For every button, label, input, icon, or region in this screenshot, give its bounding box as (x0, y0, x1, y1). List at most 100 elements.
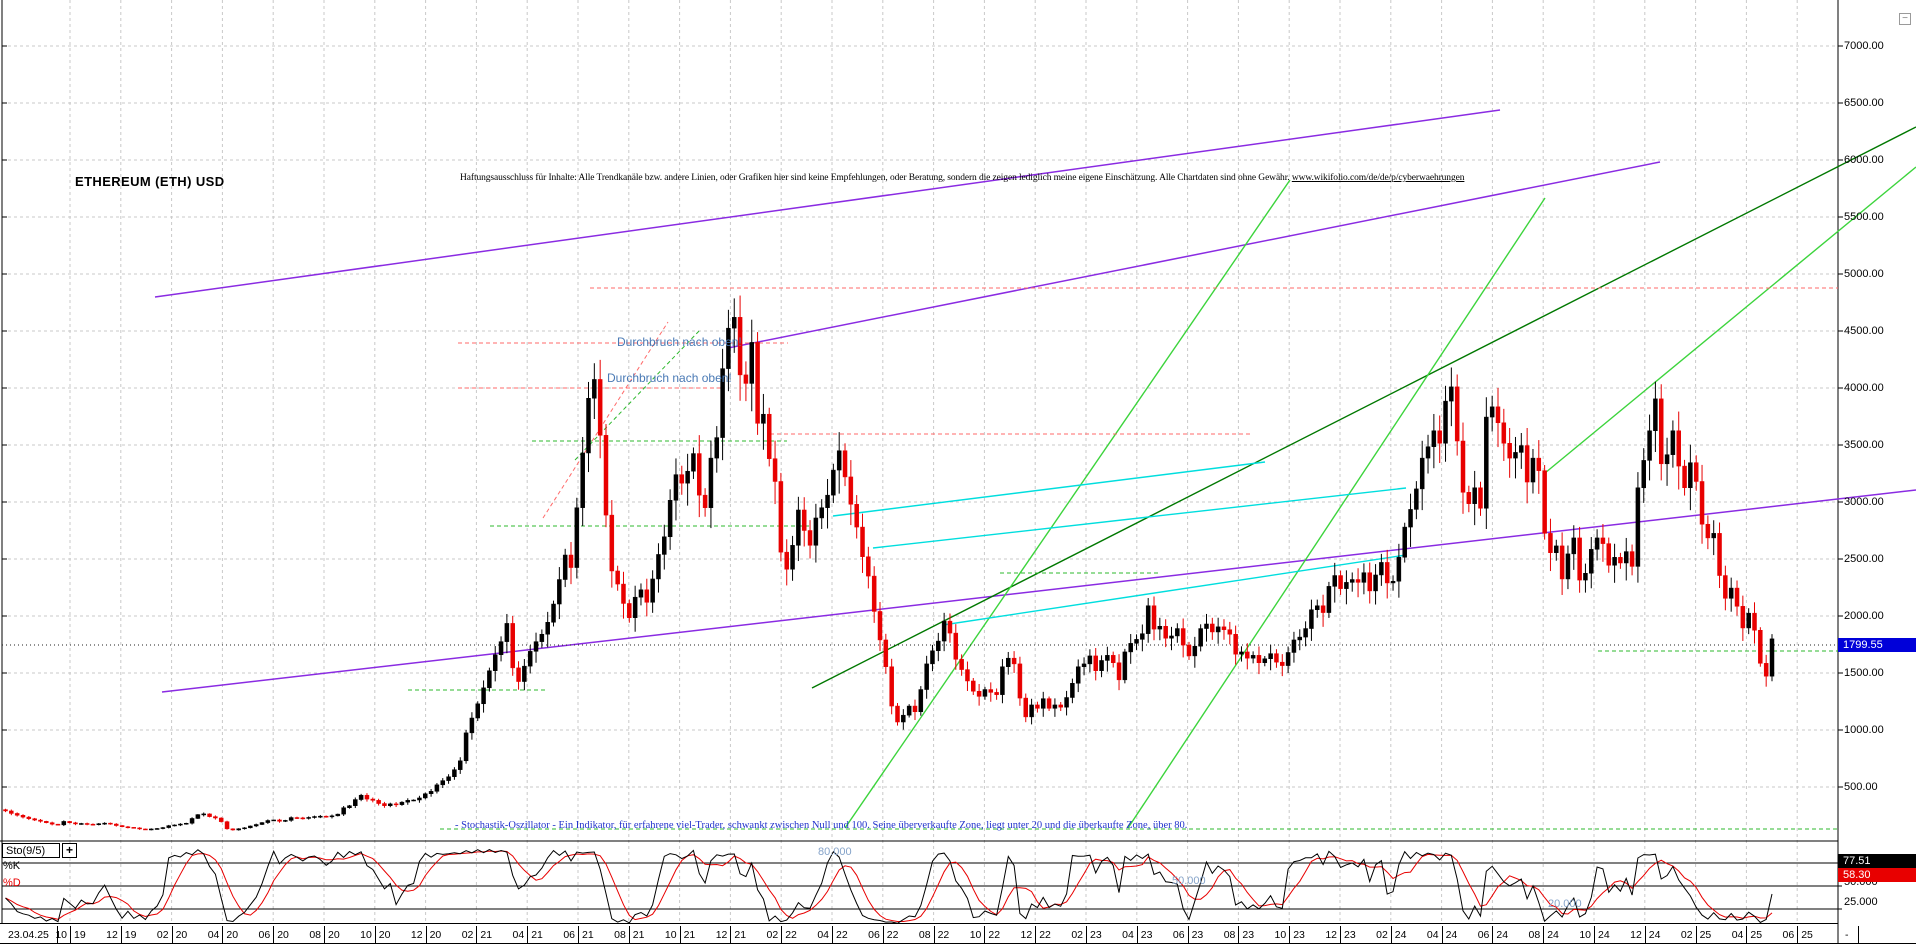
date-tick-mark (628, 926, 630, 943)
date-tick-mark (120, 926, 122, 943)
date-tick-mark (1492, 926, 1494, 943)
date-tick-mark (1035, 926, 1037, 943)
price-axis-label: 2500.00 (1844, 553, 1884, 565)
date-tick-mark (1594, 926, 1595, 943)
date-tick-year: 21 (683, 929, 696, 941)
date-tick-mark (171, 926, 173, 943)
date-tick-month: 12 (106, 929, 118, 941)
date-tick-year: 24 (1496, 929, 1509, 941)
date-tick-mark (1441, 926, 1443, 943)
date-tick-year: 21 (480, 929, 493, 941)
date-tick-year: 22 (937, 929, 950, 941)
date-tick-month: 06 (868, 929, 880, 941)
date-tick-month: 06 (1477, 929, 1490, 941)
date-tick-month: 08 (309, 929, 321, 941)
date-tick-month: 08 (1223, 929, 1236, 941)
date-tick-mark (1238, 926, 1240, 943)
add-indicator-button[interactable]: + (62, 843, 77, 858)
date-tick-year: 20 (328, 929, 340, 941)
date-tick-year: 25 (1750, 929, 1763, 941)
current-price-badge: 1799.55 (1838, 638, 1916, 652)
date-tick-month: 06 (1172, 929, 1185, 941)
oscillator-d-value-badge: 58.30 (1838, 868, 1916, 882)
annotation-breakout-2: Durchbruch nach oben! (607, 371, 732, 385)
date-tick-month: 02 (156, 929, 169, 941)
date-axis-end-label: - (1845, 929, 1849, 941)
price-axis-label: 3500.00 (1844, 439, 1884, 451)
date-tick-year: 19 (74, 929, 86, 941)
date-tick-month: 04 (1426, 929, 1439, 941)
date-tick-year: 24 (1598, 929, 1610, 941)
date-tick-year: 22 (886, 929, 899, 941)
date-tick-mark (1797, 926, 1799, 943)
date-tick-month: 02 (461, 929, 474, 941)
price-axis-label: 2000.00 (1844, 610, 1884, 622)
price-axis-label: 500.00 (1844, 781, 1878, 793)
date-tick-year: 25 (1801, 929, 1813, 941)
date-tick-mark (1543, 926, 1545, 943)
date-tick-mark (1695, 926, 1697, 943)
price-axis-label: 4000.00 (1844, 382, 1884, 394)
date-tick-month: 06 (1782, 929, 1795, 941)
date-tick-month: 10 (969, 929, 982, 941)
date-tick-mark (527, 926, 529, 943)
date-tick-mark (222, 926, 224, 943)
date-tick-year: 21 (734, 929, 747, 941)
oscillator-level-80-label: 80.000 (818, 846, 852, 858)
date-tick-year: 21 (632, 929, 645, 941)
date-axis-origin-label: 23.04.25 (8, 929, 49, 941)
oscillator-axis-25-label: 25.000 (1844, 896, 1878, 908)
price-axis-label: 5500.00 (1844, 211, 1884, 223)
date-tick-year: 22 (836, 929, 848, 941)
date-tick-month: 08 (614, 929, 626, 941)
oscillator-k-value-badge: 77.51 (1838, 854, 1916, 868)
date-tick-month: 04 (1122, 929, 1134, 941)
date-tick-month: 10 (55, 929, 67, 941)
price-axis-label: 5000.00 (1844, 268, 1884, 280)
date-tick-year: 22 (988, 929, 1001, 941)
date-tick-year: 20 (226, 929, 239, 941)
date-tick-mark (57, 926, 58, 943)
price-axis-label: 7000.00 (1844, 40, 1884, 52)
date-tick-month: 06 (258, 929, 271, 941)
date-tick-year: 20 (175, 929, 188, 941)
price-axis-label: 1000.00 (1844, 724, 1884, 736)
date-tick-mark (1390, 926, 1392, 943)
date-tick-mark (324, 926, 325, 943)
date-tick-year: 24 (1394, 929, 1407, 941)
date-tick-year: 24 (1648, 929, 1661, 941)
date-tick-mark (1187, 926, 1189, 943)
oscillator-d-label: %D (3, 877, 21, 889)
date-tick-month: 02 (1376, 929, 1388, 941)
date-tick-month: 12 (715, 929, 728, 941)
annotation-oscillator-note: - Stochastik-Oszillator - Ein Indikator,… (455, 820, 1188, 831)
minimize-button[interactable]: − (1899, 13, 1911, 25)
disclaimer-text: Haftungsausschluss für Inhalte: Alle Tre… (460, 173, 1464, 183)
date-tick-month: 10 (1274, 929, 1287, 941)
date-tick-year: 23 (1344, 929, 1356, 941)
date-tick-month: 04 (1731, 929, 1744, 941)
date-tick-mark (781, 926, 783, 943)
date-tick-year: 24 (1547, 929, 1559, 941)
price-axis-label: 4500.00 (1844, 325, 1884, 337)
date-tick-mark (1136, 926, 1138, 943)
date-tick-month: 10 (360, 929, 372, 941)
price-axis-label: 6500.00 (1844, 97, 1884, 109)
date-tick-mark (476, 926, 478, 943)
oscillator-settings-button[interactable]: Sto(9/5) (2, 843, 60, 858)
date-tick-mark (273, 926, 275, 943)
date-tick-mark (1644, 926, 1646, 943)
price-axis-label: 3000.00 (1844, 496, 1884, 508)
date-tick-mark (730, 926, 732, 943)
date-tick-year: 23 (1140, 929, 1153, 941)
date-tick-year: 23 (1191, 929, 1204, 941)
date-tick-year: 22 (1039, 929, 1051, 941)
oscillator-level-50-label: 50.000 (1172, 875, 1206, 887)
date-tick-mark (1746, 926, 1748, 943)
oscillator-level-20-label: 20.000 (1548, 898, 1582, 910)
disclaimer-link[interactable]: www.wikifolio.com/de/de/p/cyberwaehrunge… (1291, 173, 1465, 183)
date-tick-month: 06 (563, 929, 575, 941)
oscillator-k-label: %K (3, 860, 21, 872)
date-tick-year: 20 (277, 929, 289, 941)
